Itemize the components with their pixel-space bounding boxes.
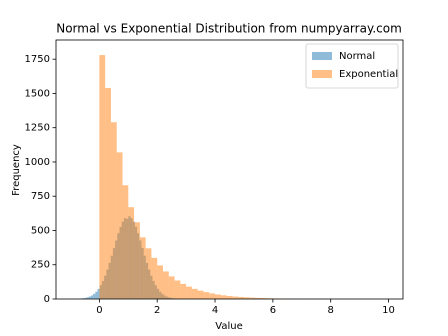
x-tick-label: 6	[270, 305, 276, 316]
bar	[95, 291, 98, 299]
bar	[116, 152, 123, 299]
bar	[93, 293, 96, 299]
bar	[105, 87, 111, 300]
legend-swatch	[312, 70, 332, 78]
bar	[99, 55, 106, 300]
y-tick-label: 1250	[25, 123, 50, 134]
bar	[238, 296, 244, 299]
plot-frame	[55, 39, 404, 300]
x-tick-label: 10	[382, 305, 395, 316]
x-tick-label: 2	[154, 305, 160, 316]
y-tick-label: 750	[31, 191, 50, 202]
bar	[168, 276, 175, 299]
bar	[145, 248, 152, 299]
bar	[86, 297, 89, 299]
y-tick-label: 1500	[25, 88, 50, 99]
bar	[97, 288, 100, 299]
x-tick-label: 0	[96, 305, 102, 316]
bar	[122, 185, 129, 299]
bar	[180, 283, 187, 299]
bar	[226, 295, 233, 299]
bar	[174, 280, 181, 299]
bar	[110, 122, 117, 299]
legend-swatch	[312, 52, 332, 60]
bar	[203, 292, 210, 299]
bar	[162, 271, 169, 299]
bar	[84, 297, 87, 299]
bar	[261, 298, 268, 299]
bar	[215, 294, 221, 299]
bar	[197, 290, 204, 299]
bar	[134, 222, 140, 299]
bar	[209, 293, 216, 299]
bar	[186, 286, 192, 299]
chart-title: Normal vs Exponential Distribution from …	[56, 22, 402, 36]
legend-label: Exponential	[339, 69, 398, 80]
bar	[249, 297, 256, 299]
bar	[191, 288, 198, 299]
legend-label: Normal	[339, 51, 375, 62]
y-tick-label: 0	[44, 294, 50, 305]
bar	[88, 296, 91, 299]
y-tick-label: 1000	[25, 157, 50, 168]
bar	[232, 296, 239, 299]
bar	[151, 257, 158, 299]
bar	[255, 297, 262, 299]
y-axis-label: Frequency	[11, 144, 22, 196]
bar	[128, 207, 135, 299]
bar	[157, 265, 163, 299]
bar	[220, 295, 227, 299]
bar	[139, 237, 146, 299]
bar	[90, 295, 94, 299]
y-tick-label: 250	[31, 260, 50, 271]
y-tick-label: 1750	[25, 54, 50, 65]
x-tick-label: 8	[328, 305, 334, 316]
x-tick-label: 4	[212, 305, 218, 316]
x-axis-label: Value	[215, 321, 242, 332]
y-tick-label: 500	[31, 225, 50, 236]
bar	[243, 297, 250, 299]
